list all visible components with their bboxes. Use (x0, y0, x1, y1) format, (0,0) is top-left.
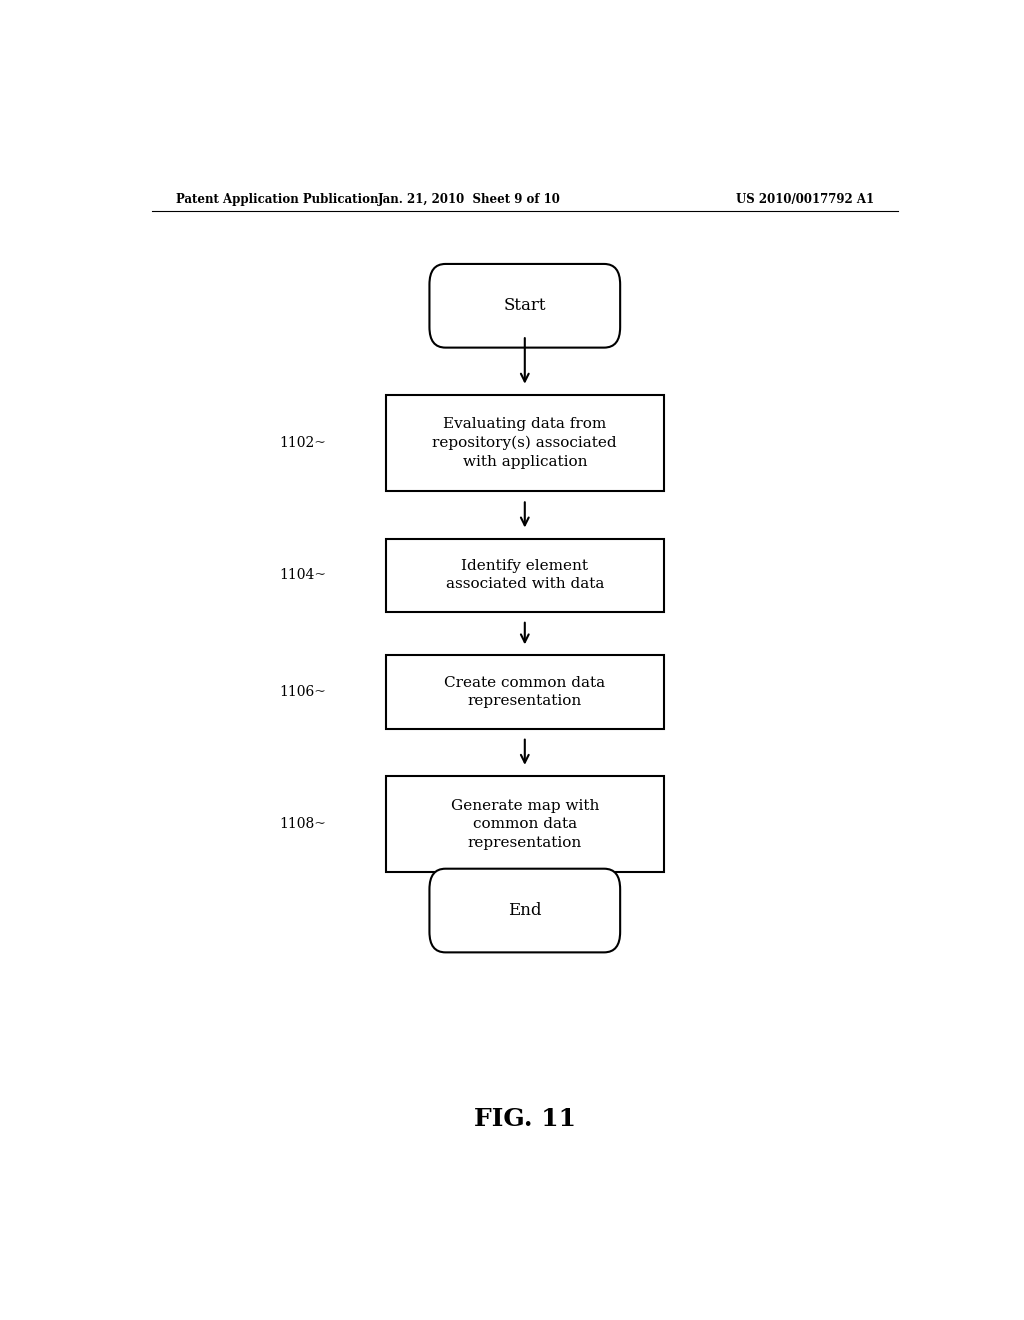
Text: FIG. 11: FIG. 11 (474, 1107, 575, 1131)
Text: Identify element
associated with data: Identify element associated with data (445, 558, 604, 591)
Text: Jan. 21, 2010  Sheet 9 of 10: Jan. 21, 2010 Sheet 9 of 10 (378, 193, 561, 206)
Text: 1104~: 1104~ (280, 568, 327, 582)
Text: 1102~: 1102~ (280, 436, 327, 450)
Text: Start: Start (504, 297, 546, 314)
FancyBboxPatch shape (386, 656, 664, 729)
Text: Create common data
representation: Create common data representation (444, 676, 605, 709)
Text: Generate map with
common data
representation: Generate map with common data representa… (451, 799, 599, 850)
Text: Evaluating data from
repository(s) associated
with application: Evaluating data from repository(s) assoc… (432, 417, 617, 469)
FancyBboxPatch shape (429, 869, 621, 952)
Text: Patent Application Publication: Patent Application Publication (176, 193, 378, 206)
Text: US 2010/0017792 A1: US 2010/0017792 A1 (736, 193, 873, 206)
FancyBboxPatch shape (429, 264, 621, 347)
Text: 1106~: 1106~ (280, 685, 327, 700)
Text: End: End (508, 902, 542, 919)
FancyBboxPatch shape (386, 776, 664, 873)
Text: 1108~: 1108~ (280, 817, 327, 832)
FancyBboxPatch shape (386, 395, 664, 491)
FancyBboxPatch shape (386, 539, 664, 611)
